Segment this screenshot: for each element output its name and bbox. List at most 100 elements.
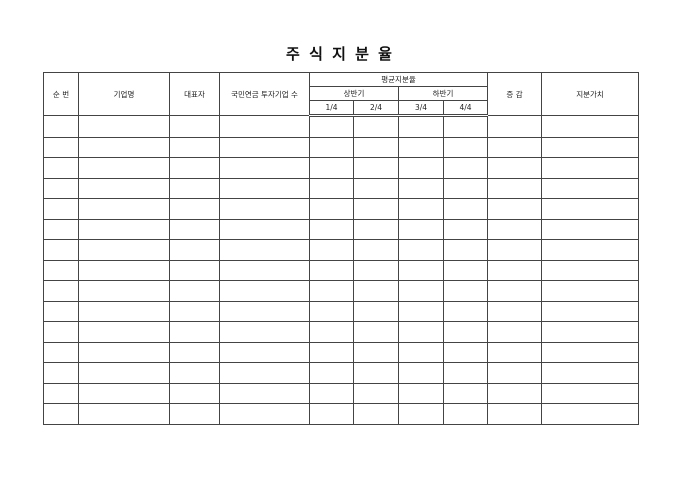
- table-cell[interactable]: [43, 300, 79, 322]
- table-cell[interactable]: [169, 177, 220, 199]
- table-cell[interactable]: [487, 218, 542, 240]
- table-cell[interactable]: [443, 321, 488, 343]
- table-cell[interactable]: [398, 280, 444, 302]
- table-cell[interactable]: [78, 136, 170, 158]
- table-cell[interactable]: [43, 198, 79, 220]
- table-cell[interactable]: [169, 280, 220, 302]
- table-cell[interactable]: [43, 382, 79, 404]
- table-cell[interactable]: [398, 300, 444, 322]
- table-cell[interactable]: [398, 341, 444, 363]
- table-cell[interactable]: [353, 198, 399, 220]
- table-cell[interactable]: [353, 321, 399, 343]
- table-cell[interactable]: [169, 321, 220, 343]
- table-cell[interactable]: [219, 362, 310, 384]
- table-cell[interactable]: [78, 362, 170, 384]
- table-cell[interactable]: [443, 239, 488, 261]
- table-cell[interactable]: [219, 403, 310, 425]
- table-cell[interactable]: [169, 198, 220, 220]
- table-cell[interactable]: [309, 403, 354, 425]
- table-cell[interactable]: [219, 321, 310, 343]
- table-cell[interactable]: [309, 157, 354, 179]
- table-cell[interactable]: [43, 362, 79, 384]
- table-cell[interactable]: [219, 115, 310, 138]
- table-cell[interactable]: [487, 362, 542, 384]
- table-cell[interactable]: [541, 136, 639, 158]
- table-cell[interactable]: [443, 300, 488, 322]
- table-cell[interactable]: [169, 341, 220, 363]
- table-cell[interactable]: [43, 239, 79, 261]
- table-cell[interactable]: [541, 321, 639, 343]
- table-cell[interactable]: [78, 259, 170, 281]
- table-cell[interactable]: [219, 341, 310, 363]
- table-cell[interactable]: [443, 218, 488, 240]
- table-cell[interactable]: [78, 177, 170, 199]
- table-cell[interactable]: [443, 341, 488, 363]
- table-cell[interactable]: [169, 239, 220, 261]
- table-cell[interactable]: [309, 341, 354, 363]
- table-cell[interactable]: [353, 403, 399, 425]
- table-cell[interactable]: [309, 218, 354, 240]
- table-cell[interactable]: [487, 259, 542, 281]
- table-cell[interactable]: [43, 321, 79, 343]
- table-cell[interactable]: [398, 382, 444, 404]
- table-cell[interactable]: [219, 177, 310, 199]
- table-cell[interactable]: [541, 300, 639, 322]
- table-cell[interactable]: [443, 259, 488, 281]
- table-cell[interactable]: [541, 341, 639, 363]
- table-cell[interactable]: [78, 115, 170, 138]
- table-cell[interactable]: [353, 218, 399, 240]
- table-cell[interactable]: [443, 157, 488, 179]
- table-cell[interactable]: [487, 341, 542, 363]
- table-cell[interactable]: [78, 280, 170, 302]
- table-cell[interactable]: [309, 259, 354, 281]
- table-cell[interactable]: [78, 157, 170, 179]
- table-cell[interactable]: [487, 239, 542, 261]
- table-cell[interactable]: [487, 300, 542, 322]
- table-cell[interactable]: [169, 362, 220, 384]
- table-cell[interactable]: [487, 177, 542, 199]
- table-cell[interactable]: [353, 177, 399, 199]
- table-cell[interactable]: [309, 321, 354, 343]
- table-cell[interactable]: [309, 115, 354, 138]
- table-cell[interactable]: [353, 157, 399, 179]
- table-cell[interactable]: [169, 259, 220, 281]
- table-cell[interactable]: [43, 177, 79, 199]
- table-cell[interactable]: [43, 280, 79, 302]
- table-cell[interactable]: [353, 341, 399, 363]
- table-cell[interactable]: [443, 198, 488, 220]
- table-cell[interactable]: [78, 321, 170, 343]
- table-cell[interactable]: [541, 382, 639, 404]
- table-cell[interactable]: [43, 403, 79, 425]
- table-cell[interactable]: [353, 136, 399, 158]
- table-cell[interactable]: [353, 280, 399, 302]
- table-cell[interactable]: [43, 218, 79, 240]
- table-cell[interactable]: [487, 321, 542, 343]
- table-cell[interactable]: [43, 115, 79, 138]
- table-cell[interactable]: [353, 362, 399, 384]
- table-cell[interactable]: [219, 259, 310, 281]
- table-cell[interactable]: [398, 403, 444, 425]
- table-cell[interactable]: [309, 239, 354, 261]
- table-cell[interactable]: [541, 157, 639, 179]
- table-cell[interactable]: [443, 280, 488, 302]
- table-cell[interactable]: [309, 136, 354, 158]
- table-cell[interactable]: [309, 177, 354, 199]
- table-cell[interactable]: [219, 280, 310, 302]
- table-cell[interactable]: [398, 362, 444, 384]
- table-cell[interactable]: [487, 136, 542, 158]
- table-cell[interactable]: [541, 403, 639, 425]
- table-cell[interactable]: [43, 259, 79, 281]
- table-cell[interactable]: [541, 115, 639, 138]
- table-cell[interactable]: [353, 239, 399, 261]
- table-cell[interactable]: [169, 300, 220, 322]
- table-cell[interactable]: [398, 198, 444, 220]
- table-cell[interactable]: [398, 259, 444, 281]
- table-cell[interactable]: [398, 239, 444, 261]
- table-cell[interactable]: [353, 259, 399, 281]
- table-cell[interactable]: [398, 157, 444, 179]
- table-cell[interactable]: [309, 382, 354, 404]
- table-cell[interactable]: [43, 157, 79, 179]
- table-cell[interactable]: [219, 300, 310, 322]
- table-cell[interactable]: [443, 115, 488, 138]
- table-cell[interactable]: [443, 136, 488, 158]
